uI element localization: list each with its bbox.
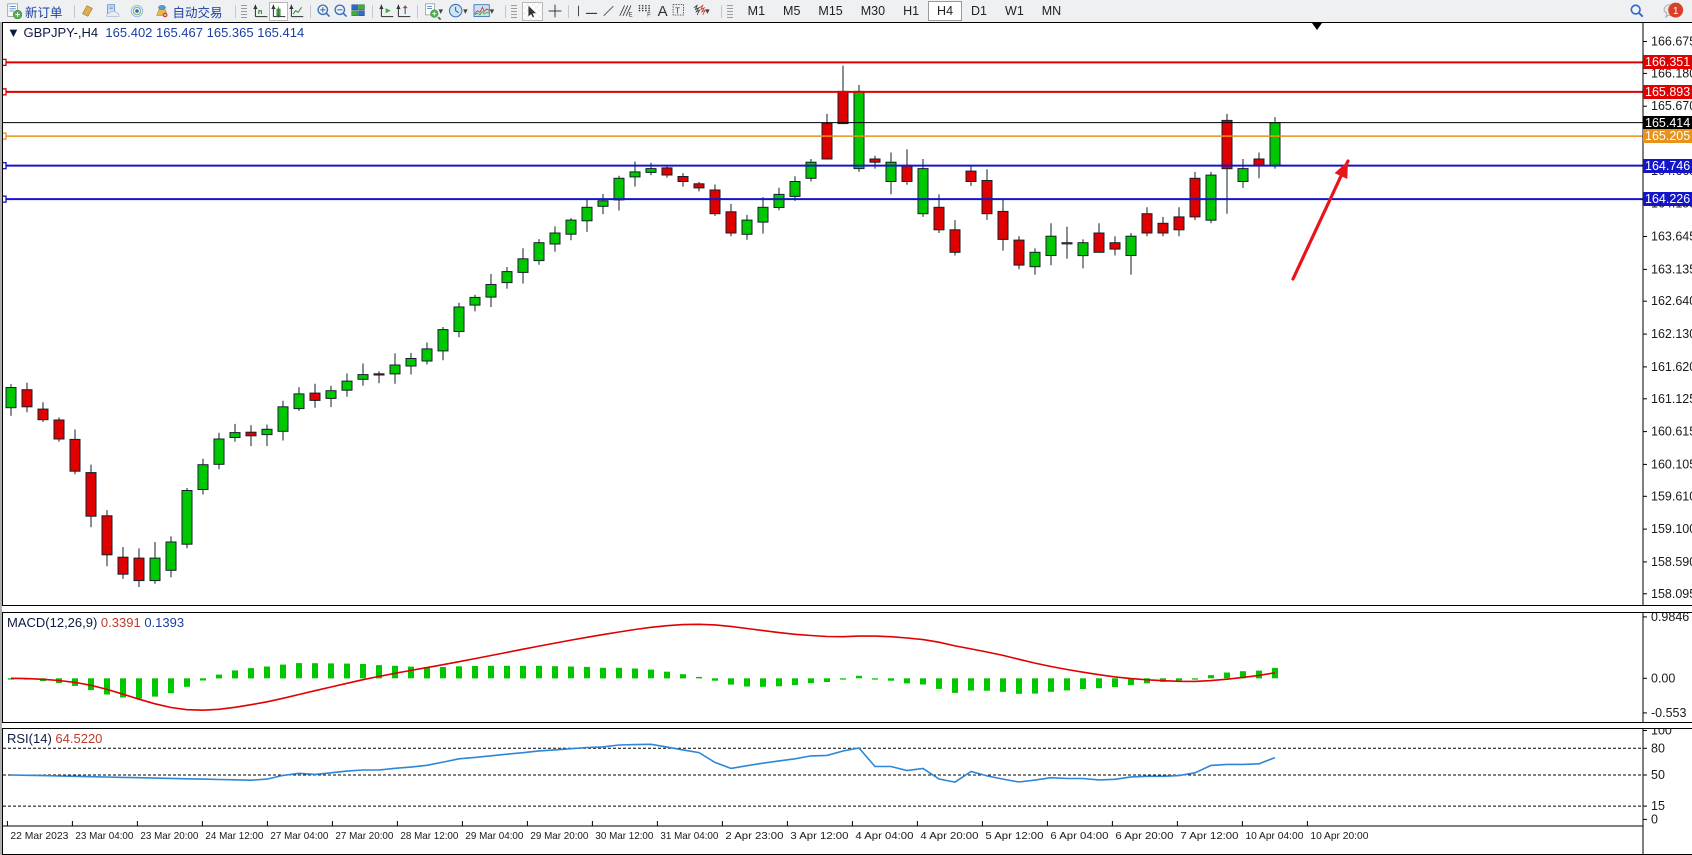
svg-text:T: T [675, 6, 680, 15]
svg-text:163.645: 163.645 [1651, 230, 1692, 244]
svg-text:4 Apr 20:00: 4 Apr 20:00 [920, 831, 978, 842]
svg-text:10 Apr 04:00: 10 Apr 04:00 [1245, 831, 1303, 842]
svg-text:50: 50 [1651, 768, 1665, 782]
svg-text:29 Mar 04:00: 29 Mar 04:00 [465, 831, 523, 842]
svg-text:161.620: 161.620 [1651, 360, 1692, 374]
svg-text:1: 1 [1673, 6, 1679, 17]
svg-text:22 Mar 2023: 22 Mar 2023 [10, 831, 68, 842]
svg-text:E: E [629, 13, 633, 19]
svg-text:10 Apr 20:00: 10 Apr 20:00 [1310, 831, 1368, 842]
svg-text:31 Mar 04:00: 31 Mar 04:00 [660, 831, 718, 842]
svg-text:160.105: 160.105 [1651, 457, 1692, 471]
svg-text:6 Apr 20:00: 6 Apr 20:00 [1115, 831, 1173, 842]
svg-text:158.590: 158.590 [1651, 555, 1692, 569]
svg-text:159.610: 159.610 [1651, 489, 1692, 503]
svg-text:24 Mar 12:00: 24 Mar 12:00 [205, 831, 263, 842]
svg-text:159.100: 159.100 [1651, 522, 1692, 536]
svg-text:7 Apr 12:00: 7 Apr 12:00 [1180, 831, 1238, 842]
svg-text:160.615: 160.615 [1651, 425, 1692, 439]
svg-text:2 Apr 23:00: 2 Apr 23:00 [725, 831, 783, 842]
svg-text:27 Mar 04:00: 27 Mar 04:00 [270, 831, 328, 842]
svg-text:163.135: 163.135 [1651, 262, 1692, 276]
svg-text:165.670: 165.670 [1651, 99, 1692, 113]
svg-text:-0.553: -0.553 [1651, 706, 1686, 720]
svg-text:23 Mar 04:00: 23 Mar 04:00 [75, 831, 133, 842]
svg-text:166.675: 166.675 [1651, 35, 1692, 49]
svg-text:6 Apr 04:00: 6 Apr 04:00 [1050, 831, 1108, 842]
svg-text:0.00: 0.00 [1651, 671, 1675, 685]
svg-text:23 Mar 20:00: 23 Mar 20:00 [140, 831, 198, 842]
svg-text:162.640: 162.640 [1651, 294, 1692, 308]
svg-text:15: 15 [1651, 799, 1665, 813]
svg-text:29 Mar 20:00: 29 Mar 20:00 [530, 831, 588, 842]
svg-text:F: F [647, 13, 651, 19]
svg-text:100: 100 [1651, 729, 1672, 738]
svg-text:3 Apr 12:00: 3 Apr 12:00 [790, 831, 848, 842]
svg-text:27 Mar 20:00: 27 Mar 20:00 [335, 831, 393, 842]
svg-text:0: 0 [1651, 812, 1658, 826]
svg-text:158.095: 158.095 [1651, 587, 1692, 601]
svg-text:5 Apr 12:00: 5 Apr 12:00 [985, 831, 1043, 842]
svg-text:161.125: 161.125 [1651, 392, 1692, 406]
svg-text:162.130: 162.130 [1651, 327, 1692, 341]
svg-text:4 Apr 04:00: 4 Apr 04:00 [855, 831, 913, 842]
svg-text:80: 80 [1651, 741, 1665, 755]
svg-text:30 Mar 12:00: 30 Mar 12:00 [595, 831, 653, 842]
svg-text:28 Mar 12:00: 28 Mar 12:00 [400, 831, 458, 842]
svg-text:0.9846: 0.9846 [1651, 613, 1689, 624]
